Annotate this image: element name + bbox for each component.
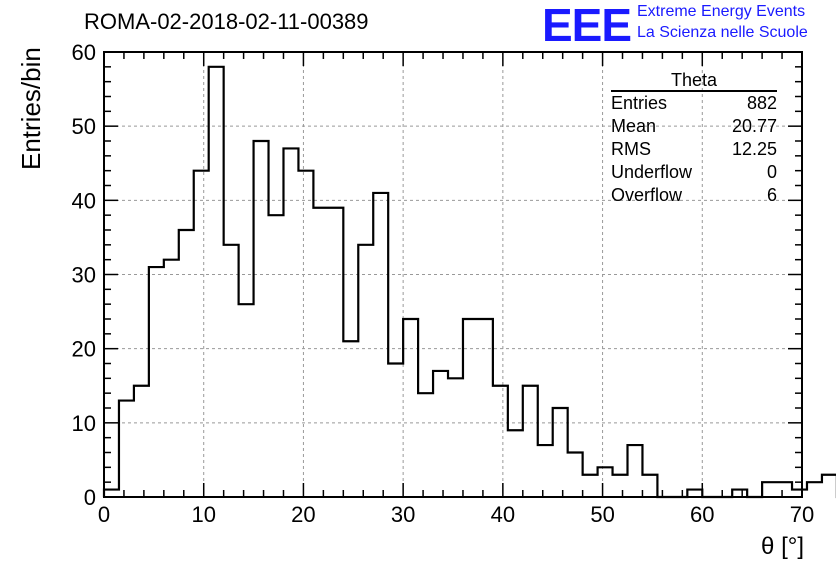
stats-row-overflow: Overflow 6 — [611, 184, 777, 207]
x-tick-label: 70 — [790, 502, 814, 527]
stats-value: 0 — [766, 162, 777, 182]
x-tick-label: 40 — [491, 502, 515, 527]
x-tick-label: 0 — [98, 502, 110, 527]
stats-value: 882 — [746, 93, 777, 113]
stats-label: Mean — [611, 116, 657, 136]
y-tick-label: 20 — [72, 337, 96, 362]
stats-row-entries: Entries 882 — [611, 92, 777, 115]
stats-value: 12.25 — [731, 139, 777, 159]
stats-value: 6 — [766, 185, 777, 205]
stats-value: 20.77 — [731, 116, 777, 136]
logo-caption-line2: La Scienza nelle Scuole — [637, 24, 808, 41]
y-tick-label: 10 — [72, 411, 96, 436]
plot-frame — [103, 51, 803, 498]
run-title: ROMA-02-2018-02-11-00389 — [84, 9, 369, 34]
stats-label: RMS — [611, 139, 651, 159]
x-tick-label: 10 — [191, 502, 215, 527]
x-tick-label: 50 — [590, 502, 614, 527]
stats-box: Theta Entries 882 Mean 20.77 RMS 12.25 U… — [611, 70, 777, 207]
stats-label: Entries — [611, 93, 668, 113]
stats-row-mean: Mean 20.77 — [611, 115, 777, 138]
stats-row-rms: RMS 12.25 — [611, 138, 777, 161]
y-tick-label: 60 — [72, 40, 96, 65]
x-tick-label: 60 — [690, 502, 714, 527]
x-axis-label: θ [°] — [761, 533, 804, 560]
stats-row-underflow: Underflow 0 — [611, 161, 777, 184]
x-tick-label: 30 — [391, 502, 415, 527]
stats-title: Theta — [611, 70, 777, 92]
y-tick-label: 30 — [72, 263, 96, 288]
y-axis-label: Entries/bin — [16, 47, 46, 170]
eee-logo: EEE — [542, 0, 632, 51]
y-tick-label: 50 — [72, 114, 96, 139]
y-tick-label: 0 — [84, 485, 96, 510]
y-tick-label: 40 — [72, 188, 96, 213]
stats-label: Underflow — [611, 162, 693, 182]
x-tick-label: 20 — [291, 502, 315, 527]
logo-caption-line1: Extreme Energy Events — [637, 3, 806, 20]
stats-label: Overflow — [611, 185, 683, 205]
